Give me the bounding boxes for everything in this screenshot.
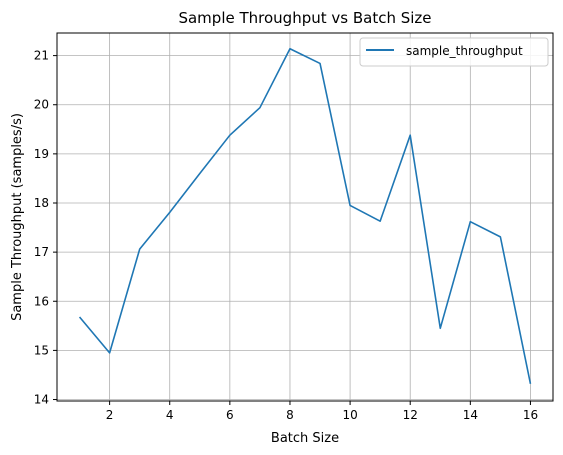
- data-point: [289, 48, 291, 50]
- data-point: [229, 134, 231, 136]
- y-axis-label: Sample Throughput (samples/s): [10, 113, 25, 321]
- x-axis-label: Batch Size: [271, 431, 339, 446]
- legend-box: [359, 37, 549, 67]
- x-tick-label: 16: [523, 408, 538, 422]
- legend-label: sample_throughput: [406, 44, 523, 58]
- data-point: [530, 383, 532, 385]
- chart-title: Sample Throughput vs Batch Size: [178, 9, 431, 27]
- data-point: [470, 221, 472, 223]
- x-tick-label: 8: [286, 408, 294, 422]
- data-point: [500, 236, 502, 238]
- x-tick-label: 12: [403, 408, 418, 422]
- series-line-sample_throughput: [78, 47, 532, 384]
- x-tick-label: 4: [166, 408, 174, 422]
- grid: [57, 33, 553, 401]
- y-tick-label: 19: [34, 147, 49, 161]
- data-point: [319, 63, 321, 65]
- x-tick-label: 2: [106, 408, 114, 422]
- y-tick-label: 18: [34, 196, 49, 210]
- data-point: [349, 205, 351, 207]
- y-tick-label: 21: [34, 49, 49, 63]
- y-tick-label: 14: [34, 393, 49, 407]
- data-point: [199, 173, 201, 175]
- data-point: [79, 316, 81, 318]
- y-tick-label: 20: [34, 98, 49, 112]
- data-point: [139, 248, 141, 250]
- data-point: [259, 107, 261, 109]
- y-tick-label: 16: [34, 294, 49, 308]
- ticks: 2 4 6 8 10 12 14 16 14 15 16 17 18 19 20 21: [34, 49, 538, 422]
- x-tick-label: 6: [226, 408, 234, 422]
- y-tick-label: 17: [34, 245, 49, 259]
- data-point: [109, 352, 111, 354]
- legend: sample_throughput: [359, 37, 549, 67]
- plot-frame: [56, 32, 554, 402]
- y-tick-label: 15: [34, 343, 49, 357]
- x-tick-label: 14: [463, 408, 478, 422]
- data-point: [409, 134, 411, 136]
- data-point: [379, 220, 381, 222]
- data-point: [439, 327, 441, 329]
- series-layer: [78, 47, 532, 385]
- data-point: [169, 212, 171, 214]
- x-tick-label: 10: [342, 408, 357, 422]
